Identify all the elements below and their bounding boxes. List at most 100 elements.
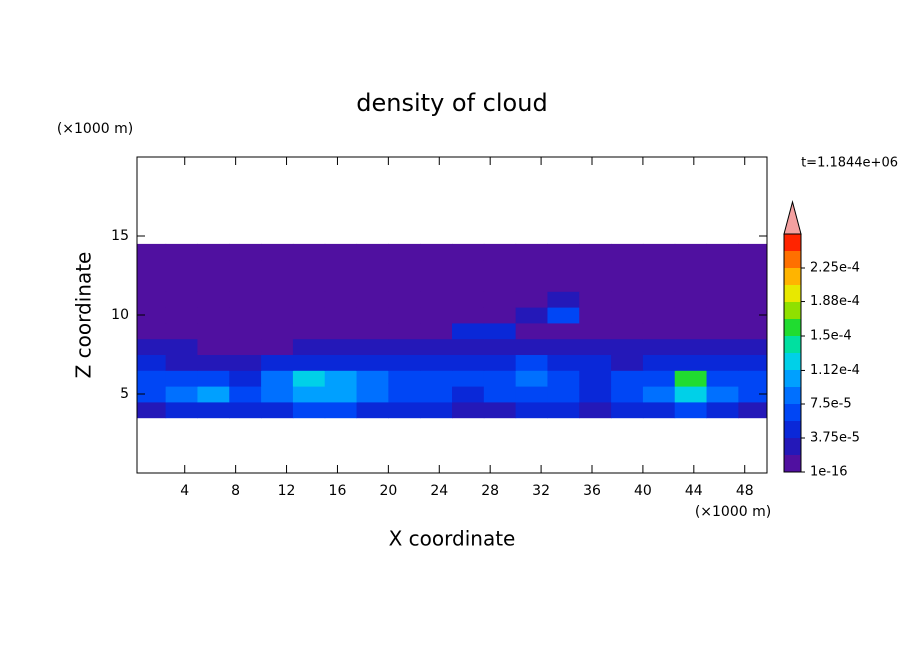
contour-cell	[388, 338, 421, 355]
colorbar-label: 2.25e-4	[810, 261, 860, 276]
x-tick-label: 24	[430, 483, 448, 499]
y-tick-label: 15	[111, 228, 129, 244]
contour-cell	[579, 354, 612, 371]
contour-cell	[324, 386, 358, 403]
contour-cell	[515, 259, 548, 276]
contour-cell	[356, 386, 389, 403]
contour-cell	[483, 354, 517, 371]
contour-cell	[738, 259, 767, 276]
contour-cell	[515, 386, 548, 403]
contour-cell	[642, 259, 676, 276]
x-tick-label: 4	[180, 483, 189, 499]
x-unit: (×1000 m)	[695, 504, 771, 520]
contour-cell	[674, 401, 708, 419]
contour-cell	[229, 386, 262, 403]
contour-cell	[165, 370, 198, 387]
contour-cell	[197, 243, 230, 261]
contour-cell	[547, 370, 580, 387]
contour-cell	[197, 338, 230, 355]
contour-cell	[515, 354, 548, 371]
contour-cell	[197, 370, 230, 387]
contour-cell	[229, 354, 262, 371]
contour-cell	[165, 386, 198, 403]
contour-cell	[388, 259, 421, 276]
contour-cell	[165, 338, 198, 355]
contour-cell	[261, 322, 294, 340]
contour-cell	[292, 322, 326, 340]
contour-cell	[420, 401, 453, 419]
contour-cell	[137, 401, 167, 419]
colorbar-band	[784, 421, 801, 438]
contour-cell	[137, 338, 167, 355]
contour-cell	[579, 259, 612, 276]
contour-cell	[706, 307, 739, 324]
contour-cell	[388, 386, 421, 403]
contour-cell	[579, 275, 612, 292]
colorbar-extend	[783, 200, 802, 235]
contour-cell	[452, 322, 485, 340]
contour-cell	[706, 322, 739, 340]
contour-cell	[738, 370, 767, 387]
contour-cell	[388, 354, 421, 371]
colorbar-band	[784, 319, 801, 336]
contour-cell	[706, 354, 739, 371]
contour-cell	[356, 338, 389, 355]
contour-cell	[738, 275, 767, 292]
contour-cell	[420, 354, 453, 371]
contour-cell	[420, 259, 453, 276]
contour-cell	[483, 291, 517, 308]
contour-cell	[706, 386, 739, 403]
contour-cell	[292, 401, 326, 419]
contour-cell	[452, 275, 485, 292]
colorbar-label: 7.5e-5	[810, 397, 852, 412]
contour-cell	[261, 275, 294, 292]
contour-cell	[642, 386, 676, 403]
contour-cell	[611, 401, 644, 419]
contour-cell	[292, 338, 326, 355]
contour-cell	[261, 338, 294, 355]
contour-cell	[674, 386, 708, 403]
contour-cell	[674, 259, 708, 276]
contour-cell	[706, 401, 739, 419]
contour-cell	[229, 291, 262, 308]
contour-cell	[137, 322, 167, 340]
contour-cell	[642, 401, 676, 419]
contour-cell	[292, 370, 326, 387]
colorbar-label: 3.75e-5	[810, 431, 860, 446]
contour-cell	[388, 291, 421, 308]
contour-cell	[738, 386, 767, 403]
colorbar-band	[784, 336, 801, 353]
x-tick-label: 40	[634, 483, 652, 499]
contour-cell	[642, 370, 676, 387]
contour-cell	[547, 275, 580, 292]
contour-cell	[229, 307, 262, 324]
contour-cell	[642, 322, 676, 340]
contour-cell	[229, 243, 262, 261]
contour-cell	[579, 386, 612, 403]
colorbar-band	[784, 302, 801, 319]
contour-cell	[452, 386, 485, 403]
contour-cell	[261, 243, 294, 261]
contour-cell	[674, 291, 708, 308]
contour-cell	[674, 275, 708, 292]
contour-cell	[356, 243, 389, 261]
contour-cell	[324, 370, 358, 387]
contour-cell	[356, 307, 389, 324]
contour-cell	[356, 259, 389, 276]
contour-cell	[547, 338, 580, 355]
contour-cell	[292, 291, 326, 308]
colorbar-label: 1.12e-4	[810, 363, 860, 378]
contour-cell	[483, 338, 517, 355]
contour-cell	[324, 291, 358, 308]
colorbar-band	[784, 438, 801, 455]
contour-cell	[420, 243, 453, 261]
contour-cell	[579, 243, 612, 261]
x-tick-label: 8	[231, 483, 240, 499]
contour-cell	[197, 322, 230, 340]
contour-cell	[197, 291, 230, 308]
colorbar-band	[784, 268, 801, 285]
contour-cell	[197, 401, 230, 419]
y-tick-label: 5	[120, 386, 129, 402]
contour-cell	[547, 307, 580, 324]
contour-cell	[137, 386, 167, 403]
